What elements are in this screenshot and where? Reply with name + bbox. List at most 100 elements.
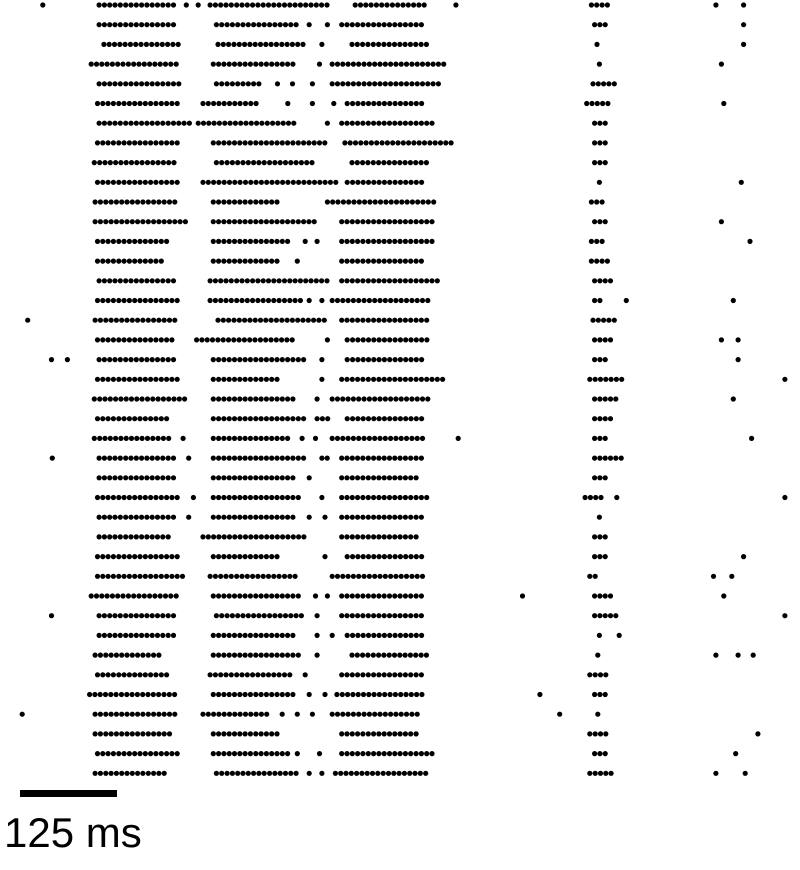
spike [274, 376, 280, 382]
spike [150, 160, 156, 166]
spike [309, 711, 315, 717]
spike [101, 632, 107, 639]
spike [226, 179, 233, 185]
spike [350, 632, 356, 639]
spike [397, 751, 403, 757]
spike [366, 396, 372, 402]
spike [274, 219, 280, 225]
spike [173, 61, 179, 67]
spike [418, 494, 424, 501]
spike [231, 219, 238, 225]
spike [755, 731, 761, 737]
spike [594, 100, 600, 107]
spike [382, 61, 388, 67]
spike [371, 455, 377, 461]
spike [376, 554, 382, 560]
spike [421, 140, 428, 146]
spike [221, 376, 227, 382]
spike [416, 2, 422, 8]
spike [237, 396, 243, 402]
spike [276, 573, 282, 579]
spike [402, 652, 408, 658]
spike [144, 435, 151, 441]
spike [355, 514, 361, 520]
spike [240, 22, 246, 28]
spike [101, 514, 107, 520]
spike [255, 2, 261, 8]
spike [101, 357, 107, 363]
spike [393, 297, 399, 304]
spike [429, 120, 435, 126]
spike [356, 297, 362, 304]
spike [247, 593, 253, 599]
spike [231, 376, 238, 382]
spike [398, 573, 404, 579]
spike [269, 140, 275, 146]
spike [133, 278, 139, 284]
spike [360, 475, 366, 481]
spike [119, 770, 125, 776]
spike [139, 278, 145, 284]
spike [216, 140, 222, 146]
spike [132, 573, 138, 579]
spike [392, 534, 398, 540]
spike [101, 534, 107, 540]
spike [172, 219, 178, 225]
spike [126, 100, 132, 107]
spike [247, 652, 253, 658]
spike [376, 494, 382, 501]
spike [397, 376, 403, 382]
spike [158, 258, 164, 264]
spike [226, 632, 232, 639]
spike [392, 751, 398, 757]
spike [164, 100, 170, 107]
spike [413, 514, 419, 520]
spike [269, 179, 275, 185]
spike [235, 81, 241, 87]
spike [402, 494, 408, 501]
spike [409, 711, 415, 717]
spike [253, 396, 259, 402]
spike [285, 751, 291, 757]
spike [160, 455, 166, 461]
spike [597, 376, 604, 382]
spike [102, 160, 108, 166]
spike [94, 573, 101, 579]
spike [388, 61, 394, 67]
spike [349, 751, 355, 757]
spike [381, 357, 387, 363]
spike [360, 416, 366, 422]
spike [156, 317, 162, 323]
spike [105, 100, 111, 107]
spike [360, 514, 366, 520]
spike [409, 396, 415, 402]
spike [228, 297, 234, 304]
spike [234, 672, 240, 678]
spike [297, 278, 303, 284]
spike [355, 691, 361, 698]
spike [170, 613, 177, 619]
spike [258, 140, 264, 146]
spike [334, 297, 341, 304]
spike [175, 41, 181, 48]
spike [154, 357, 161, 363]
trial-row [40, 2, 747, 8]
spike [96, 2, 102, 8]
spike [158, 751, 164, 757]
spike [154, 514, 161, 520]
spike [289, 41, 295, 48]
spike [148, 297, 154, 304]
spike [355, 554, 361, 560]
spike [166, 396, 172, 402]
spike [263, 593, 269, 599]
spike [360, 455, 366, 461]
spike [169, 100, 175, 107]
spike [371, 120, 377, 126]
spike [92, 199, 98, 205]
spike [592, 278, 598, 284]
spike [365, 357, 372, 363]
spike [118, 160, 124, 166]
spike [245, 613, 251, 619]
spike [19, 711, 25, 717]
spike [242, 751, 248, 757]
